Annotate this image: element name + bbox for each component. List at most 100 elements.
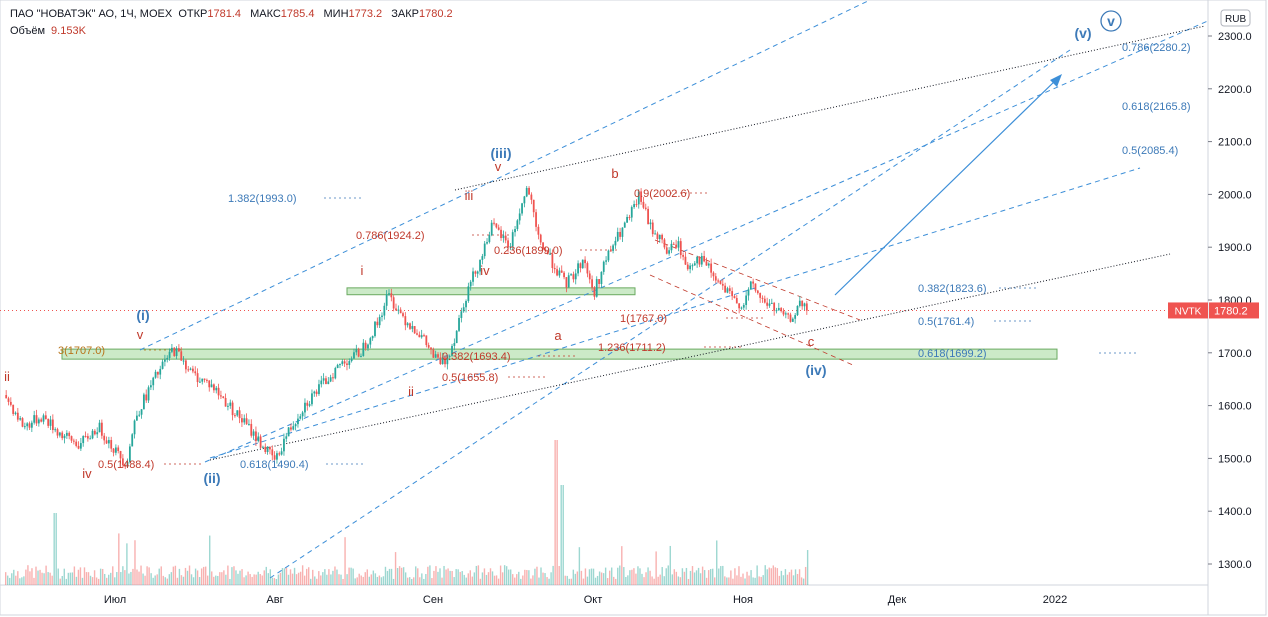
candle-body (297, 418, 299, 425)
candle-body (33, 415, 36, 423)
volume-bar (419, 577, 421, 585)
candle-body (647, 208, 650, 225)
candle-body (308, 404, 311, 406)
volume-bar (629, 570, 631, 585)
candle-body (423, 335, 425, 337)
volume-bar (770, 568, 772, 585)
candle-body (616, 231, 619, 241)
candle-body (79, 443, 82, 449)
volume-bar (487, 572, 490, 585)
candle-body (689, 265, 692, 270)
candle-body (290, 427, 292, 430)
volume-bar (590, 568, 593, 585)
fib-level-label: 1.236(1711.2) (598, 342, 666, 354)
chart-header: ПАО "НОВАТЭК" АО, 1Ч, MOEX ОТКР1781.4 МА… (10, 8, 459, 20)
candle-body (649, 222, 652, 225)
y-tick-label: 1500.0 (1218, 453, 1252, 465)
candle-body (446, 356, 449, 365)
candle-body (488, 235, 491, 243)
forecast-arrowhead (1050, 74, 1062, 87)
volume-bar (362, 576, 364, 585)
volume-bar (637, 566, 639, 585)
volume-bar (53, 513, 55, 585)
candle-body (500, 229, 502, 239)
volume-bar (85, 572, 88, 585)
candle-body (521, 203, 523, 214)
volume-bar (233, 566, 235, 585)
volume-bar (806, 550, 809, 585)
candle-body (306, 402, 309, 406)
candle-body (199, 381, 201, 383)
volume-bar (572, 569, 575, 585)
volume-bar (417, 568, 419, 585)
volume-bar (649, 570, 651, 585)
candle-body (418, 334, 421, 338)
candle-body (672, 243, 675, 245)
volume-bar (194, 568, 197, 585)
fib-level-label: 0.618(1699.2) (918, 348, 987, 360)
candle-body (574, 273, 577, 280)
volume-bar (73, 566, 76, 585)
currency-box[interactable] (1220, 9, 1251, 27)
volume-bar (352, 568, 354, 585)
volume-bar (118, 533, 120, 585)
candle-body (707, 263, 710, 266)
candle-body (301, 412, 304, 417)
candle-body (100, 422, 103, 436)
volume-bar (758, 576, 760, 585)
volume-bar (792, 575, 795, 585)
volume-bar (39, 569, 41, 585)
volume-bar (705, 577, 708, 585)
candle-body (362, 342, 365, 356)
volume-bar (303, 575, 306, 585)
candle-body (376, 321, 379, 326)
candle-body (794, 315, 797, 319)
volume-bar (249, 574, 251, 585)
candle-body (600, 271, 603, 284)
candle-body (142, 394, 145, 410)
candle-body (322, 378, 325, 381)
channel-lower-line (269, 49, 1071, 579)
volume-bar (425, 574, 427, 585)
volume-bar (669, 545, 671, 585)
volume-bar (742, 573, 744, 585)
fib-level-label: 0.5(1488.4) (98, 459, 154, 471)
volume-bar (665, 568, 667, 585)
candle-body (796, 305, 799, 316)
candle-body (628, 217, 631, 219)
volume-bar (449, 570, 451, 585)
volume-bar (83, 567, 86, 585)
volume-bar (372, 570, 375, 585)
candle-body (37, 419, 40, 424)
volume-bar (398, 566, 401, 585)
fib-level-label: 0.236(1899.0) (494, 245, 563, 257)
volume-bar (457, 569, 459, 585)
volume-bar (404, 572, 407, 585)
volume-bar (184, 567, 187, 585)
volume-bar (156, 574, 158, 585)
candle-body (369, 338, 372, 345)
volume-bar (215, 575, 217, 585)
candle-body (285, 436, 288, 439)
candle-body (119, 451, 122, 459)
volume-bar (247, 571, 249, 585)
elliott-wave-label: b (611, 166, 618, 181)
candle-body (311, 393, 313, 405)
candle-body (168, 351, 171, 358)
candle-body (189, 368, 192, 370)
candle-body (546, 251, 549, 255)
volume-bar (400, 567, 403, 585)
candle-body (775, 310, 778, 312)
volume-bar (134, 540, 136, 585)
volume-bar (546, 577, 548, 585)
volume-bar (689, 570, 692, 585)
volume-bar (160, 566, 162, 585)
candle-body (44, 415, 47, 419)
volume-bar (27, 565, 29, 585)
volume-bar (522, 575, 524, 585)
candle-body (192, 368, 194, 372)
candle-body (551, 253, 554, 268)
volume-bar (756, 565, 758, 585)
candle-body (206, 379, 208, 381)
